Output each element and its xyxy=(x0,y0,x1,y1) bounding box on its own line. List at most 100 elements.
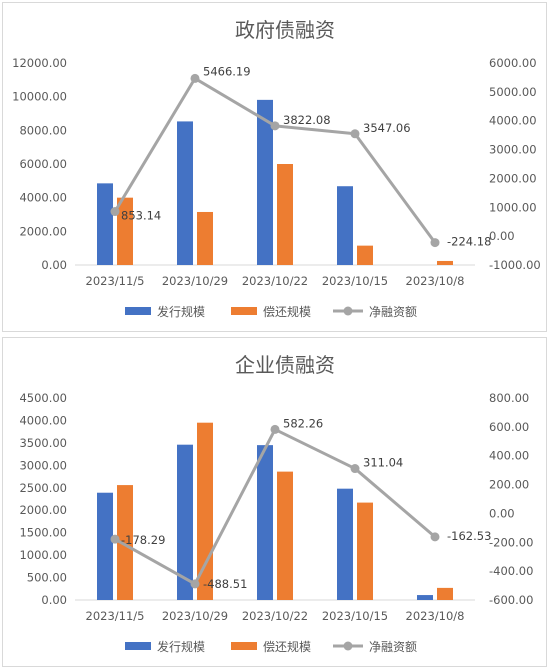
net-financing-data-label: 582.26 xyxy=(283,416,323,430)
legend-issuance-label: 发行规模 xyxy=(157,304,205,319)
left-axis-tick-label: 2000.00 xyxy=(19,224,67,238)
repayment-bar xyxy=(357,502,373,600)
net-financing-data-label: 853.14 xyxy=(121,209,161,223)
repayment-bar xyxy=(197,211,213,265)
legend-issuance-swatch xyxy=(125,307,151,315)
legend-repayment-label: 偿还规模 xyxy=(263,304,311,319)
net-financing-point xyxy=(110,534,120,544)
net-financing-line xyxy=(114,427,436,586)
repayment-bar xyxy=(277,164,293,265)
net-financing-point xyxy=(350,464,360,474)
corporate-bond-chart: 企业债融资 0.00 500.00 1000.00 1500.00 2000.00 2500… xyxy=(2,337,547,667)
issuance-bar xyxy=(337,488,353,600)
right-axis-tick-label: 3000.00 xyxy=(489,143,537,157)
legend-repayment-label: 偿还规模 xyxy=(263,639,311,654)
issuance-bar xyxy=(177,444,193,600)
legend-issuance-label: 发行规模 xyxy=(157,639,205,654)
right-axis-tick-label: -200.00 xyxy=(489,535,533,549)
x-axis-category-label: 2023/10/29 xyxy=(162,274,228,288)
left-axis-tick-label: 0.00 xyxy=(41,593,67,607)
legend-net-label: 净融资额 xyxy=(369,305,417,319)
net-financing-data-label: 5466.19 xyxy=(203,64,251,78)
issuance-bar xyxy=(417,595,433,600)
right-axis-tick-label: 1000.00 xyxy=(489,200,537,214)
right-axis-tick-label: 5000.00 xyxy=(489,85,537,99)
left-axis-tick-label: 0.00 xyxy=(41,258,67,272)
net-financing-data-label: -224.18 xyxy=(447,235,491,249)
x-axis-category-label: 2023/11/5 xyxy=(86,609,145,623)
x-axis-category-label: 2023/11/5 xyxy=(86,274,145,288)
x-axis-category-label: 2023/10/15 xyxy=(322,609,388,623)
left-axis-tick-label: 4000.00 xyxy=(19,413,67,427)
left-axis-tick-label: 500.00 xyxy=(27,571,67,585)
x-axis-category-label: 2023/10/29 xyxy=(162,609,228,623)
net-financing-point xyxy=(270,121,280,131)
government-bond-chart-svg: 政府债融资 0.00 2000.00 4000.00 6000.00 8000.00 100… xyxy=(12,18,541,319)
net-financing-line xyxy=(113,76,437,244)
right-axis-tick-label: 0.00 xyxy=(489,506,515,520)
net-financing-data-label: -488.51 xyxy=(203,577,247,591)
repayment-bar xyxy=(117,485,133,600)
right-axis-tick-label: 600.00 xyxy=(489,420,529,434)
left-axis-tick-label: 2500.00 xyxy=(19,481,67,495)
right-axis-tick-label: 200.00 xyxy=(489,478,529,492)
left-axis-tick-label: 1500.00 xyxy=(19,526,67,540)
left-axis-tick-label: 3000.00 xyxy=(19,458,67,472)
net-financing-point xyxy=(190,579,200,589)
right-axis-tick-label: 2000.00 xyxy=(489,171,537,185)
x-axis-category-label: 2023/10/15 xyxy=(322,274,388,288)
repayment-bar xyxy=(437,260,453,265)
legend-repayment-swatch xyxy=(231,642,257,650)
net-financing-data-label: 3822.08 xyxy=(283,113,331,127)
net-financing-data-label: -162.53 xyxy=(447,529,491,543)
x-axis-category-label: 2023/10/22 xyxy=(242,609,308,623)
government-bond-chart: 政府债融资 0.00 2000.00 4000.00 6000.00 8000.00 100… xyxy=(2,2,547,332)
right-axis-tick-label: 6000.00 xyxy=(489,56,537,70)
issuance-bar xyxy=(337,186,353,265)
left-axis-tick-label: 8000.00 xyxy=(19,123,67,137)
x-axis-category-label: 2023/10/8 xyxy=(406,609,465,623)
net-financing-point xyxy=(430,532,440,542)
net-financing-data-label: -178.29 xyxy=(121,533,165,547)
issuance-bar xyxy=(97,183,113,265)
issuance-bar xyxy=(97,492,113,600)
corporate-bond-chart-svg: 企业债融资 0.00 500.00 1000.00 1500.00 2000.00 2500… xyxy=(19,353,533,654)
right-axis-tick-label: 4000.00 xyxy=(489,114,537,128)
x-axis-category-label: 2023/10/22 xyxy=(242,274,308,288)
legend-net-marker xyxy=(343,641,353,651)
right-axis-tick-label: 400.00 xyxy=(489,449,529,463)
right-axis-tick-label: -600.00 xyxy=(489,593,533,607)
right-axis-tick-label: -1000.00 xyxy=(489,258,541,272)
net-financing-point xyxy=(190,73,200,83)
net-financing-data-label: 3547.06 xyxy=(363,121,411,135)
left-axis-tick-label: 6000.00 xyxy=(19,157,67,171)
left-axis-tick-label: 3500.00 xyxy=(19,436,67,450)
repayment-bar xyxy=(437,587,453,600)
chart-title: 政府债融资 xyxy=(235,18,335,42)
repayment-bar xyxy=(277,471,293,600)
right-axis-tick-label: 800.00 xyxy=(489,391,529,405)
right-axis-tick-label: -400.00 xyxy=(489,564,533,578)
repayment-bar xyxy=(357,245,373,265)
issuance-bar xyxy=(257,445,273,600)
legend-repayment-swatch xyxy=(231,307,257,315)
left-axis-tick-label: 2000.00 xyxy=(19,503,67,517)
issuance-bar xyxy=(177,121,193,265)
chart-title: 企业债融资 xyxy=(235,353,335,377)
net-financing-point xyxy=(270,424,280,434)
issuance-bar xyxy=(257,99,273,266)
legend-issuance-swatch xyxy=(125,642,151,650)
net-financing-point xyxy=(350,129,360,139)
net-financing-data-label: 311.04 xyxy=(363,456,403,470)
left-axis-tick-label: 12000.00 xyxy=(12,56,67,70)
left-axis-tick-label: 4500.00 xyxy=(19,391,67,405)
legend-net-marker xyxy=(343,306,353,316)
repayment-bar xyxy=(117,197,133,265)
net-financing-point xyxy=(110,207,120,217)
left-axis-tick-label: 10000.00 xyxy=(12,90,67,104)
right-axis-tick-label: 0.00 xyxy=(489,229,515,243)
net-financing-point xyxy=(430,238,440,248)
left-axis-tick-label: 1000.00 xyxy=(19,548,67,562)
left-axis-tick-label: 4000.00 xyxy=(19,191,67,205)
x-axis-category-label: 2023/10/8 xyxy=(406,274,465,288)
